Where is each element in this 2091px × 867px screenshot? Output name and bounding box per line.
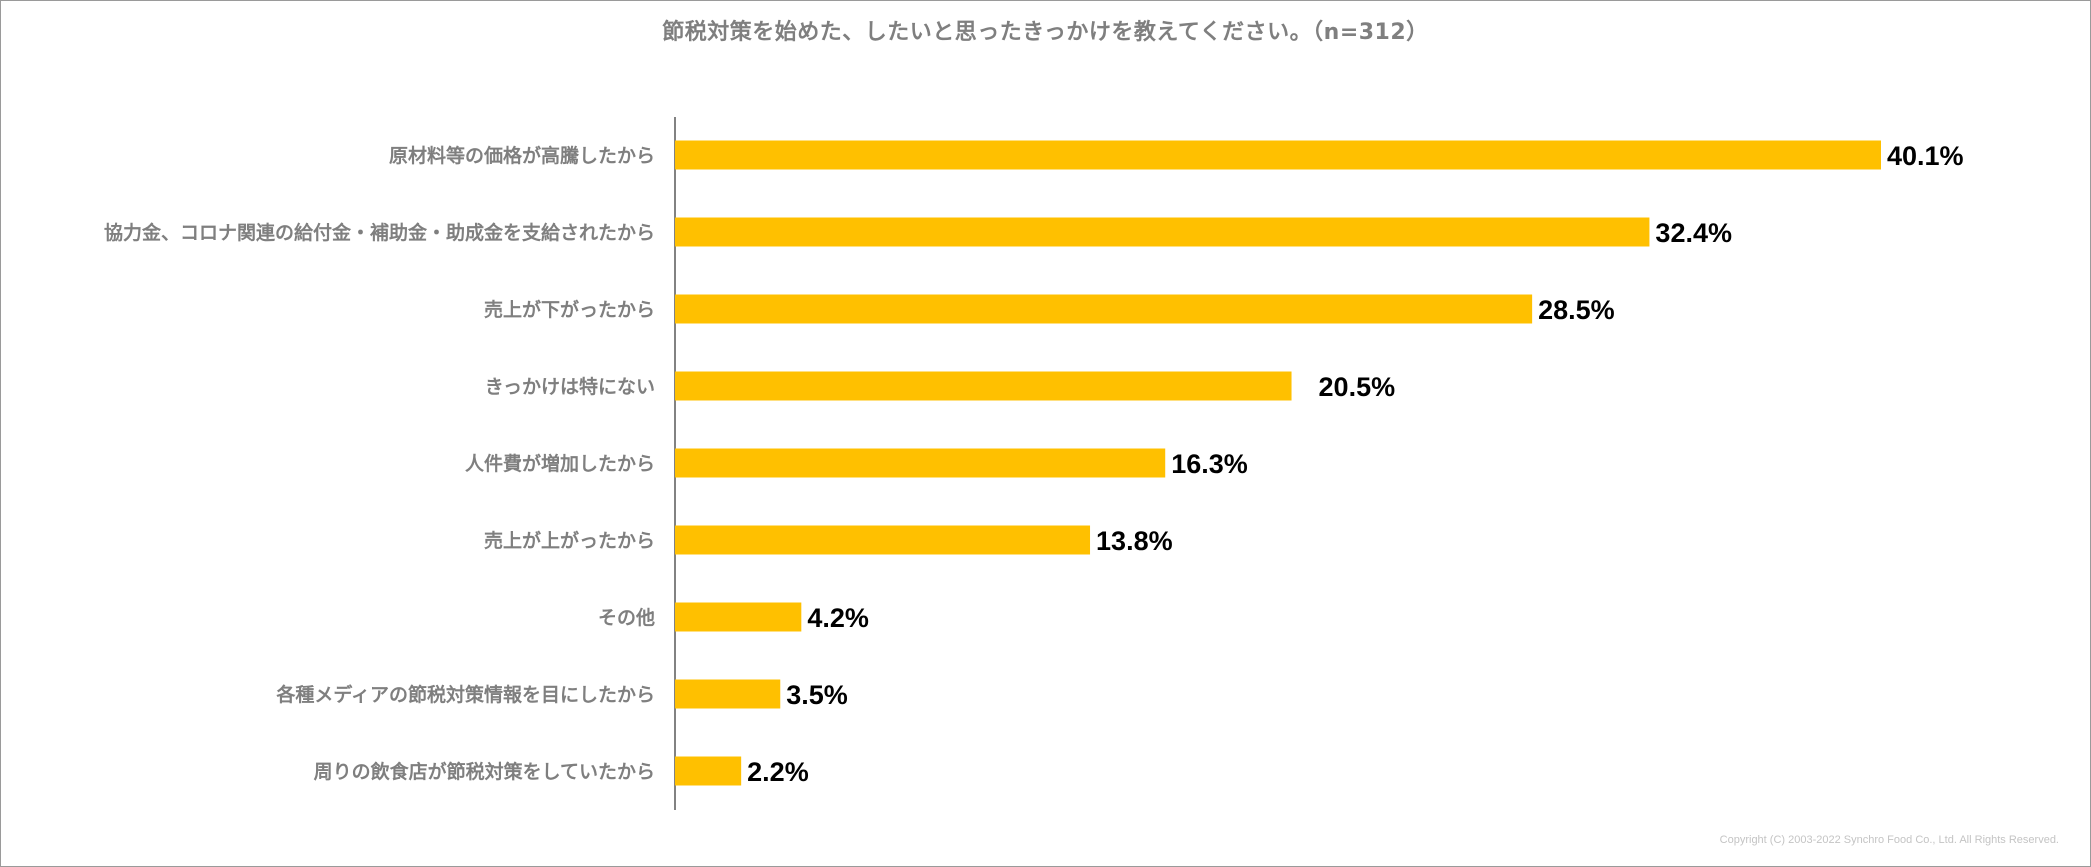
bar-2: [675, 294, 1533, 324]
value-label-6: 4.2%: [807, 603, 869, 633]
value-label-5: 13.8%: [1096, 526, 1173, 556]
category-label-4: 人件費が増加したから: [465, 452, 655, 475]
chart-title: 節税対策を始めた、したいと思ったきっかけを教えてください。（n=312）: [662, 20, 1429, 45]
category-label-6: その他: [598, 606, 655, 629]
bar-5: [675, 525, 1091, 555]
category-label-0: 原材料等の価格が高騰したから: [389, 144, 655, 167]
copyright-text: Copyright (C) 2003-2022 Synchro Food Co.…: [1719, 834, 2059, 846]
bar-3: [675, 371, 1292, 401]
category-label-1: 協力金、コロナ関連の給付金・補助金・助成金を支給されたから: [104, 221, 655, 244]
value-label-4: 16.3%: [1171, 449, 1248, 479]
value-label-8: 2.2%: [747, 757, 809, 787]
category-label-7: 各種メディアの節税対策情報を目にしたから: [275, 683, 655, 706]
value-label-0: 40.1%: [1887, 141, 1964, 171]
category-label-8: 周りの飲食店が節税対策をしていたから: [314, 760, 655, 783]
value-label-2: 28.5%: [1538, 295, 1615, 325]
category-label-2: 売上が下がったから: [484, 298, 655, 321]
value-label-3: 20.5%: [1319, 372, 1396, 402]
bar-7: [675, 679, 781, 709]
value-label-1: 32.4%: [1655, 218, 1732, 248]
bar-6: [675, 602, 802, 632]
bar-8: [675, 756, 742, 786]
bar-0: [675, 140, 1881, 170]
bar-4: [675, 448, 1166, 478]
category-label-5: 売上が上がったから: [484, 529, 655, 552]
value-label-7: 3.5%: [786, 680, 848, 710]
bar-1: [675, 217, 1650, 247]
category-label-3: きっかけは特にない: [485, 376, 655, 398]
